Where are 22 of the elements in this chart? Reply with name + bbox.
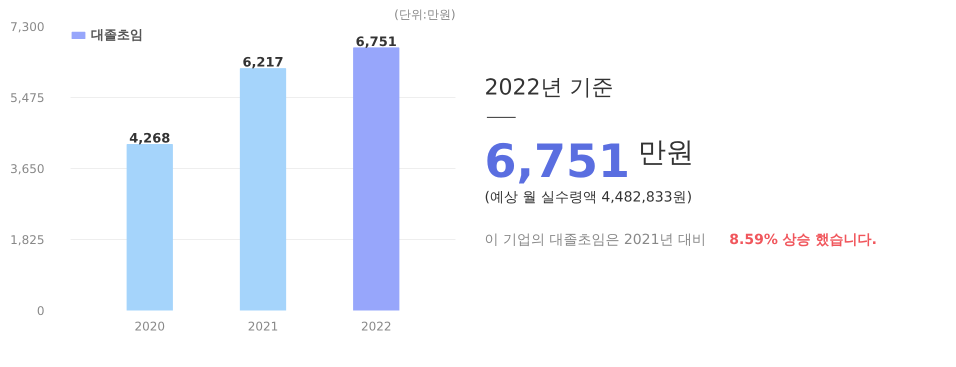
x-tick-label: 2022 xyxy=(360,320,392,334)
x-tick-label: 2021 xyxy=(248,320,278,334)
text: (예상 월 실수령액 4,482,833원) xyxy=(484,189,692,206)
y-tick-label: 7,300 xyxy=(10,20,45,34)
x-tick-label: 2020 xyxy=(134,320,166,334)
y-tick-label: 3,650 xyxy=(10,162,45,176)
data-label: 4,268 xyxy=(129,131,170,146)
y-tick-label: 1,825 xyxy=(10,233,45,247)
y-tick-label: 5,475 xyxy=(10,91,45,105)
text: 6,751 xyxy=(484,134,630,188)
legend-label: 대졸초임 xyxy=(91,27,143,44)
text: 이 기업의 대졸초임은 2021년 대비 xyxy=(484,232,706,248)
bar xyxy=(240,68,286,310)
bar xyxy=(126,144,173,310)
y-tick-label: 0 xyxy=(36,304,45,318)
text: 만원 xyxy=(638,136,694,168)
text: (단위:만원) xyxy=(394,8,456,22)
text: 8.59% 상승 했습니다. xyxy=(729,232,877,248)
data-label: 6,217 xyxy=(242,56,284,71)
bar xyxy=(353,47,400,310)
data-label: 6,751 xyxy=(356,34,397,50)
text: 2022년 기준 xyxy=(484,75,614,100)
